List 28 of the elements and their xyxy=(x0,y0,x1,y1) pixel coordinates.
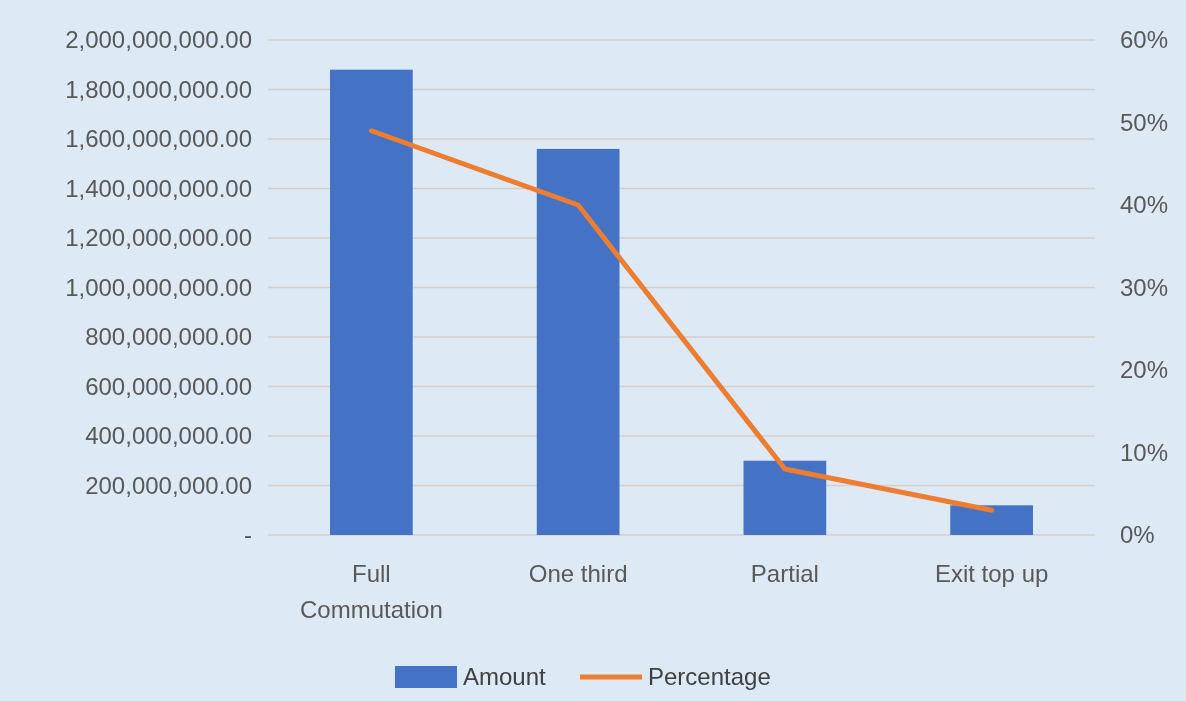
y2-tick-label: 50% xyxy=(1120,108,1169,136)
x-tick-label: Full Commutation xyxy=(300,560,443,623)
legend-label: Percentage xyxy=(648,663,771,690)
y2-tick-label: 20% xyxy=(1120,356,1169,383)
y-tick-label: 1,200,000,000.00 xyxy=(65,224,252,251)
y-tick-label: 200,000,000.00 xyxy=(85,471,252,499)
y-tick-label: - xyxy=(244,521,252,548)
y-tick-label: 1,600,000,000.00 xyxy=(65,125,252,152)
y2-tick-label: 60% xyxy=(1120,26,1169,53)
y2-tick-label: 40% xyxy=(1120,191,1169,218)
y-tick-label: 2,000,000,000.00 xyxy=(65,26,252,53)
y-tick-label: 1,000,000,000.00 xyxy=(65,273,252,301)
y-tick-label: 400,000,000.00 xyxy=(85,422,252,449)
bar xyxy=(743,460,827,535)
y-tick-label: 600,000,000.00 xyxy=(85,372,252,400)
x-tick-label: Exit top up xyxy=(934,560,1049,587)
bar xyxy=(330,69,413,535)
legend-label: Amount xyxy=(463,663,547,690)
y2-tick-label: 30% xyxy=(1120,273,1169,301)
bar xyxy=(536,148,620,535)
y-tick-label: 800,000,000.00 xyxy=(85,323,252,350)
y2-tick-label: 10% xyxy=(1120,438,1169,466)
y2-tick-label: 0% xyxy=(1120,521,1155,548)
y-tick-label: 1,800,000,000.00 xyxy=(65,75,252,103)
x-tick-label: Partial xyxy=(750,560,819,587)
x-tick-label: One third xyxy=(528,560,628,587)
bar xyxy=(950,505,1033,535)
y-tick-label: 1,400,000,000.00 xyxy=(65,174,252,202)
